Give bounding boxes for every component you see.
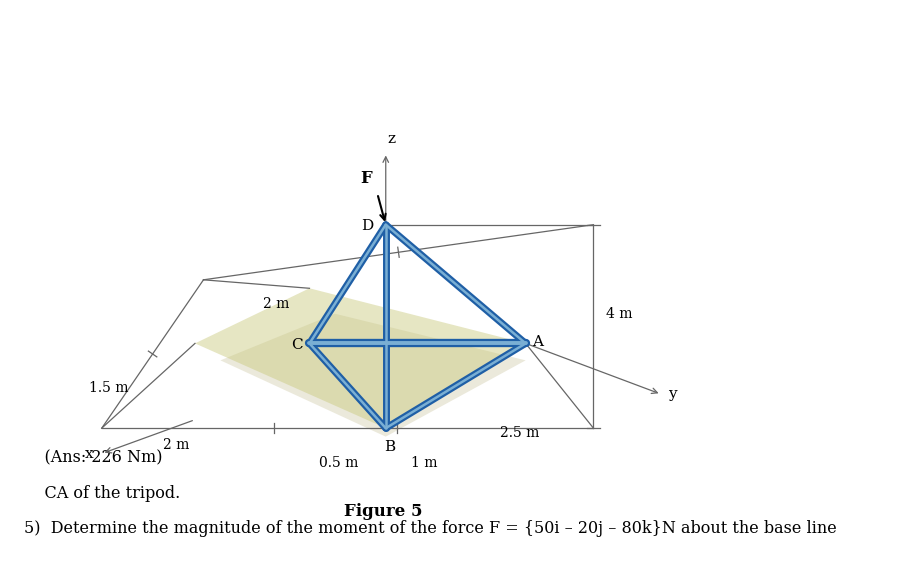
Text: 2 m: 2 m — [163, 438, 189, 453]
Text: 1.5 m: 1.5 m — [89, 381, 129, 395]
Text: CA of the tripod.: CA of the tripod. — [24, 485, 180, 502]
Text: 0.5 m: 0.5 m — [319, 456, 358, 470]
Text: y: y — [667, 388, 676, 401]
Text: 2 m: 2 m — [262, 296, 289, 311]
Text: x: x — [85, 447, 93, 461]
Text: 4 m: 4 m — [605, 307, 632, 321]
Text: C: C — [290, 338, 302, 352]
Text: 2.5 m: 2.5 m — [500, 426, 539, 440]
Polygon shape — [220, 314, 525, 437]
Text: B: B — [384, 440, 395, 454]
Text: A: A — [532, 335, 543, 349]
Text: Figure 5: Figure 5 — [343, 503, 421, 520]
Text: F: F — [360, 170, 372, 187]
Text: 1 m: 1 m — [410, 456, 437, 470]
Text: D: D — [361, 220, 373, 234]
Text: 5)  Determine the magnitude of the moment of the force F = {50i – 20j – 80k}N ab: 5) Determine the magnitude of the moment… — [24, 520, 836, 537]
Polygon shape — [195, 288, 525, 428]
Text: z: z — [387, 132, 395, 146]
Text: (Ans: 226 Nm): (Ans: 226 Nm) — [24, 449, 163, 467]
